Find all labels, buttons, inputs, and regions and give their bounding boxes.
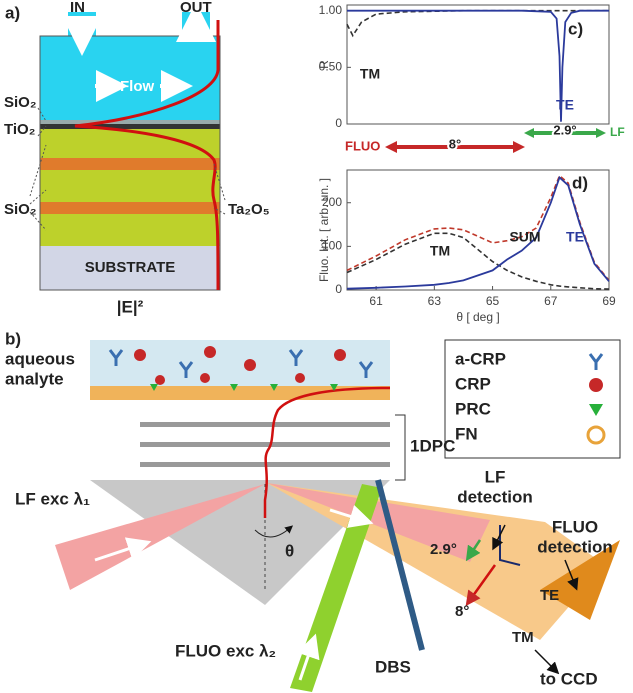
lf-angle-label: 2.9°	[430, 541, 457, 558]
te-label: TE	[540, 587, 559, 604]
layer-sio2	[40, 129, 220, 158]
arrowhead	[524, 128, 534, 138]
fn-layer	[90, 386, 390, 400]
angle-label: θ	[285, 541, 294, 560]
field-label: |E|²	[117, 297, 144, 316]
arrowhead	[513, 141, 525, 153]
layer-ta2o5	[40, 158, 220, 170]
x-axis-label: θ [ deg ]	[456, 310, 499, 324]
crystal-label: 1DPC	[410, 436, 455, 455]
panel-label: c)	[568, 19, 583, 38]
inlet-label: IN	[70, 0, 85, 16]
tm-label: TM	[512, 629, 534, 646]
layer-ta2o5	[40, 202, 220, 214]
ccd-label: to CCD	[540, 669, 598, 688]
arrowhead	[596, 128, 606, 138]
legend-label: PRC	[455, 399, 491, 418]
analyte-label: aqueous	[5, 349, 75, 368]
x-tick-label: 65	[486, 294, 500, 308]
annotation: TE	[566, 229, 584, 245]
lf-angle-label: 2.9°	[553, 122, 576, 137]
lf-detection-label: LF	[485, 467, 506, 486]
layer-label: SiO₂	[4, 94, 37, 111]
arrowhead	[385, 141, 397, 153]
outlet-label: OUT	[180, 0, 212, 16]
y-axis-label: Fluo. Int. [ arb. un. ]	[317, 178, 331, 282]
crystal-bracket	[395, 415, 405, 480]
substrate-label: SUBSTRATE	[85, 259, 176, 276]
figure: a) IN OUT Flow SiO₂ TiO₂ SiO₂ Ta₂O₅ SUBS…	[0, 0, 633, 693]
layer-label: Ta₂O₅	[228, 201, 270, 218]
layer-sio2-top	[40, 120, 220, 124]
lf-label: LF	[610, 125, 625, 139]
panel-a: a) IN OUT Flow SiO₂ TiO₂ SiO₂ Ta₂O₅ SUBS…	[4, 0, 270, 316]
legend-icon	[589, 378, 603, 392]
annotation: SUM	[509, 229, 540, 245]
panel-b: b) aqueous analyte 1DPC LF exc λ₁ FLUO e…	[5, 329, 620, 692]
analyte-label: analyte	[5, 369, 64, 388]
legend-label: FN	[455, 424, 478, 443]
lf-exc-label: LF exc λ₁	[15, 489, 90, 508]
y-tick-label: 1.00	[319, 3, 343, 17]
flow-label: Flow	[120, 78, 154, 95]
layer-sio2	[40, 170, 220, 202]
legend-label: CRP	[455, 374, 491, 393]
panel-label: b)	[5, 329, 21, 348]
panel-label: a)	[5, 3, 20, 22]
fluo-angle-label: 8°	[449, 136, 461, 151]
annotation: TM	[430, 243, 450, 259]
crystal-layer	[140, 442, 390, 447]
fluo-detection-label: FLUO	[552, 517, 598, 536]
lf-detection-label: detection	[457, 487, 533, 506]
annotation: TM	[360, 66, 380, 82]
x-tick-label: 69	[602, 294, 616, 308]
y-tick-label: 0	[335, 116, 342, 130]
angle-arrows: FLUO 8° 2.9° LF	[345, 122, 625, 153]
dbs-label: DBS	[375, 657, 411, 676]
pointer	[535, 650, 555, 670]
y-tick-label: 0	[335, 282, 342, 296]
y-axis-label: R	[317, 60, 331, 69]
fluo-angle-label: 8°	[455, 603, 469, 620]
layer-sio2	[40, 214, 220, 246]
layer-label: SiO₂	[4, 201, 37, 218]
annotation: TE	[556, 97, 574, 113]
fluo-exc-label: FLUO exc λ₂	[175, 641, 276, 660]
x-tick-label: 67	[544, 294, 558, 308]
x-tick-label: 63	[428, 294, 442, 308]
layer-tio2	[40, 124, 220, 129]
panel-label: d)	[572, 173, 588, 192]
fluo-detection-label: detection	[537, 537, 613, 556]
layer-label: TiO₂	[4, 121, 35, 138]
x-tick-label: 61	[369, 294, 383, 308]
legend-label: a-CRP	[455, 349, 506, 368]
crystal-layer	[140, 422, 390, 427]
fluo-label: FLUO	[345, 138, 380, 153]
